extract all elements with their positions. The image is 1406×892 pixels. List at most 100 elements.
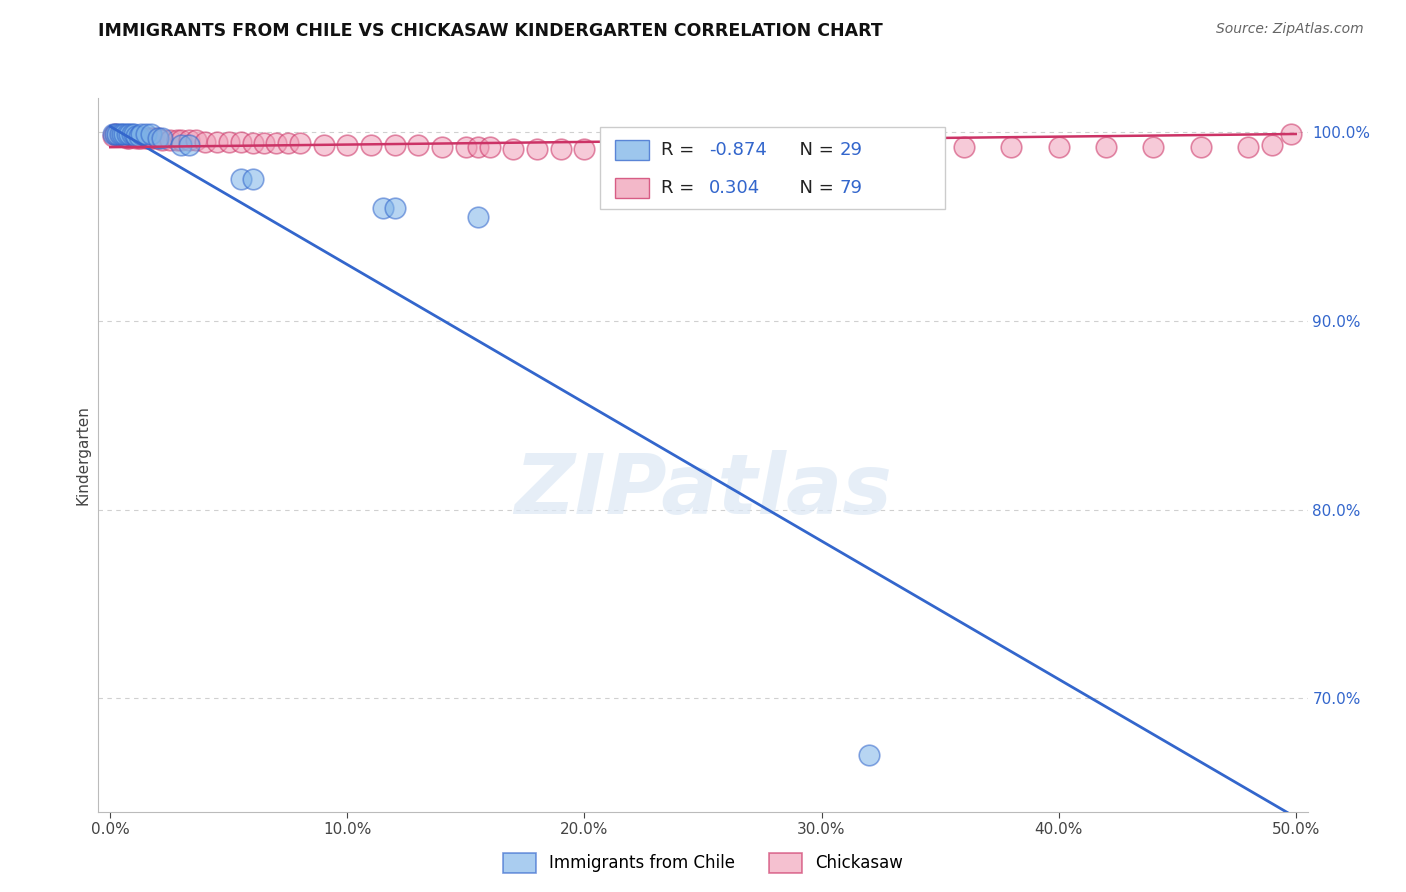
Point [288,136,311,151]
Point [105,128,128,143]
Point [115,127,138,141]
Point [253,136,276,151]
Point [146,130,169,145]
Point [170,138,193,153]
Point [1142,140,1164,154]
Text: 0.304: 0.304 [709,179,761,197]
Point [1047,140,1070,154]
Point [312,138,335,153]
Point [142,130,165,145]
Point [574,142,596,156]
Point [550,142,572,156]
Point [384,138,406,153]
Text: ZIPatlas: ZIPatlas [515,450,891,531]
Point [170,133,193,147]
Point [184,133,207,147]
Point [118,127,141,141]
Point [360,138,382,153]
Point [146,130,169,145]
Point [858,142,880,156]
Point [810,142,832,156]
Point [229,135,252,149]
Text: N =: N = [787,141,839,159]
Point [716,142,738,156]
Point [122,128,145,143]
Point [104,127,127,141]
Point [111,127,134,141]
Point [104,127,127,141]
Point [218,135,240,149]
Point [526,142,548,156]
Text: 29: 29 [839,141,863,159]
Point [1000,140,1022,154]
Point [135,130,157,145]
Point [763,142,786,156]
Point [129,127,152,141]
Point [129,130,152,145]
Point [177,133,200,147]
FancyBboxPatch shape [614,140,648,160]
Point [166,133,188,147]
Point [105,127,128,141]
Point [336,138,359,153]
Point [128,128,150,143]
Point [108,128,131,143]
Point [115,130,138,145]
Point [277,136,299,151]
Point [432,140,454,154]
Text: Source: ZipAtlas.com: Source: ZipAtlas.com [1216,22,1364,37]
Point [114,127,136,141]
FancyBboxPatch shape [614,178,648,198]
Point [1189,140,1212,154]
Point [229,172,252,186]
Point [136,130,159,145]
Point [1237,140,1260,154]
Point [194,135,217,149]
Text: N =: N = [787,179,839,197]
Point [152,133,174,147]
Y-axis label: Kindergarten: Kindergarten [75,405,90,505]
Point [242,136,264,151]
Legend: Immigrants from Chile, Chickasaw: Immigrants from Chile, Chickasaw [496,847,910,880]
Point [668,142,690,156]
Point [121,128,143,143]
Point [122,127,145,141]
Point [139,130,162,145]
Point [478,140,501,154]
Point [108,127,131,141]
Point [125,128,148,143]
Text: IMMIGRANTS FROM CHILE VS CHICKASAW KINDERGARTEN CORRELATION CHART: IMMIGRANTS FROM CHILE VS CHICKASAW KINDE… [98,22,883,40]
Point [467,210,489,224]
FancyBboxPatch shape [600,127,945,209]
Point [952,140,974,154]
Point [1095,140,1118,154]
Point [118,130,141,145]
Point [905,142,928,156]
Text: R =: R = [661,141,700,159]
Point [121,127,143,141]
Point [128,130,150,145]
Point [177,138,200,153]
Point [135,127,157,141]
Text: -0.874: -0.874 [709,141,766,159]
Point [101,127,124,141]
Point [384,201,406,215]
Point [467,140,489,154]
Point [858,748,880,763]
Point [125,130,148,145]
Point [242,172,264,186]
Point [408,138,430,153]
Point [502,142,524,156]
Point [454,140,477,154]
Point [1279,127,1302,141]
Text: R =: R = [661,179,706,197]
Point [101,128,124,143]
Text: 79: 79 [839,179,863,197]
Point [1261,138,1284,153]
Point [152,130,174,145]
Point [111,128,134,143]
Point [114,128,136,143]
Point [159,133,181,147]
Point [205,135,228,149]
Point [371,201,394,215]
